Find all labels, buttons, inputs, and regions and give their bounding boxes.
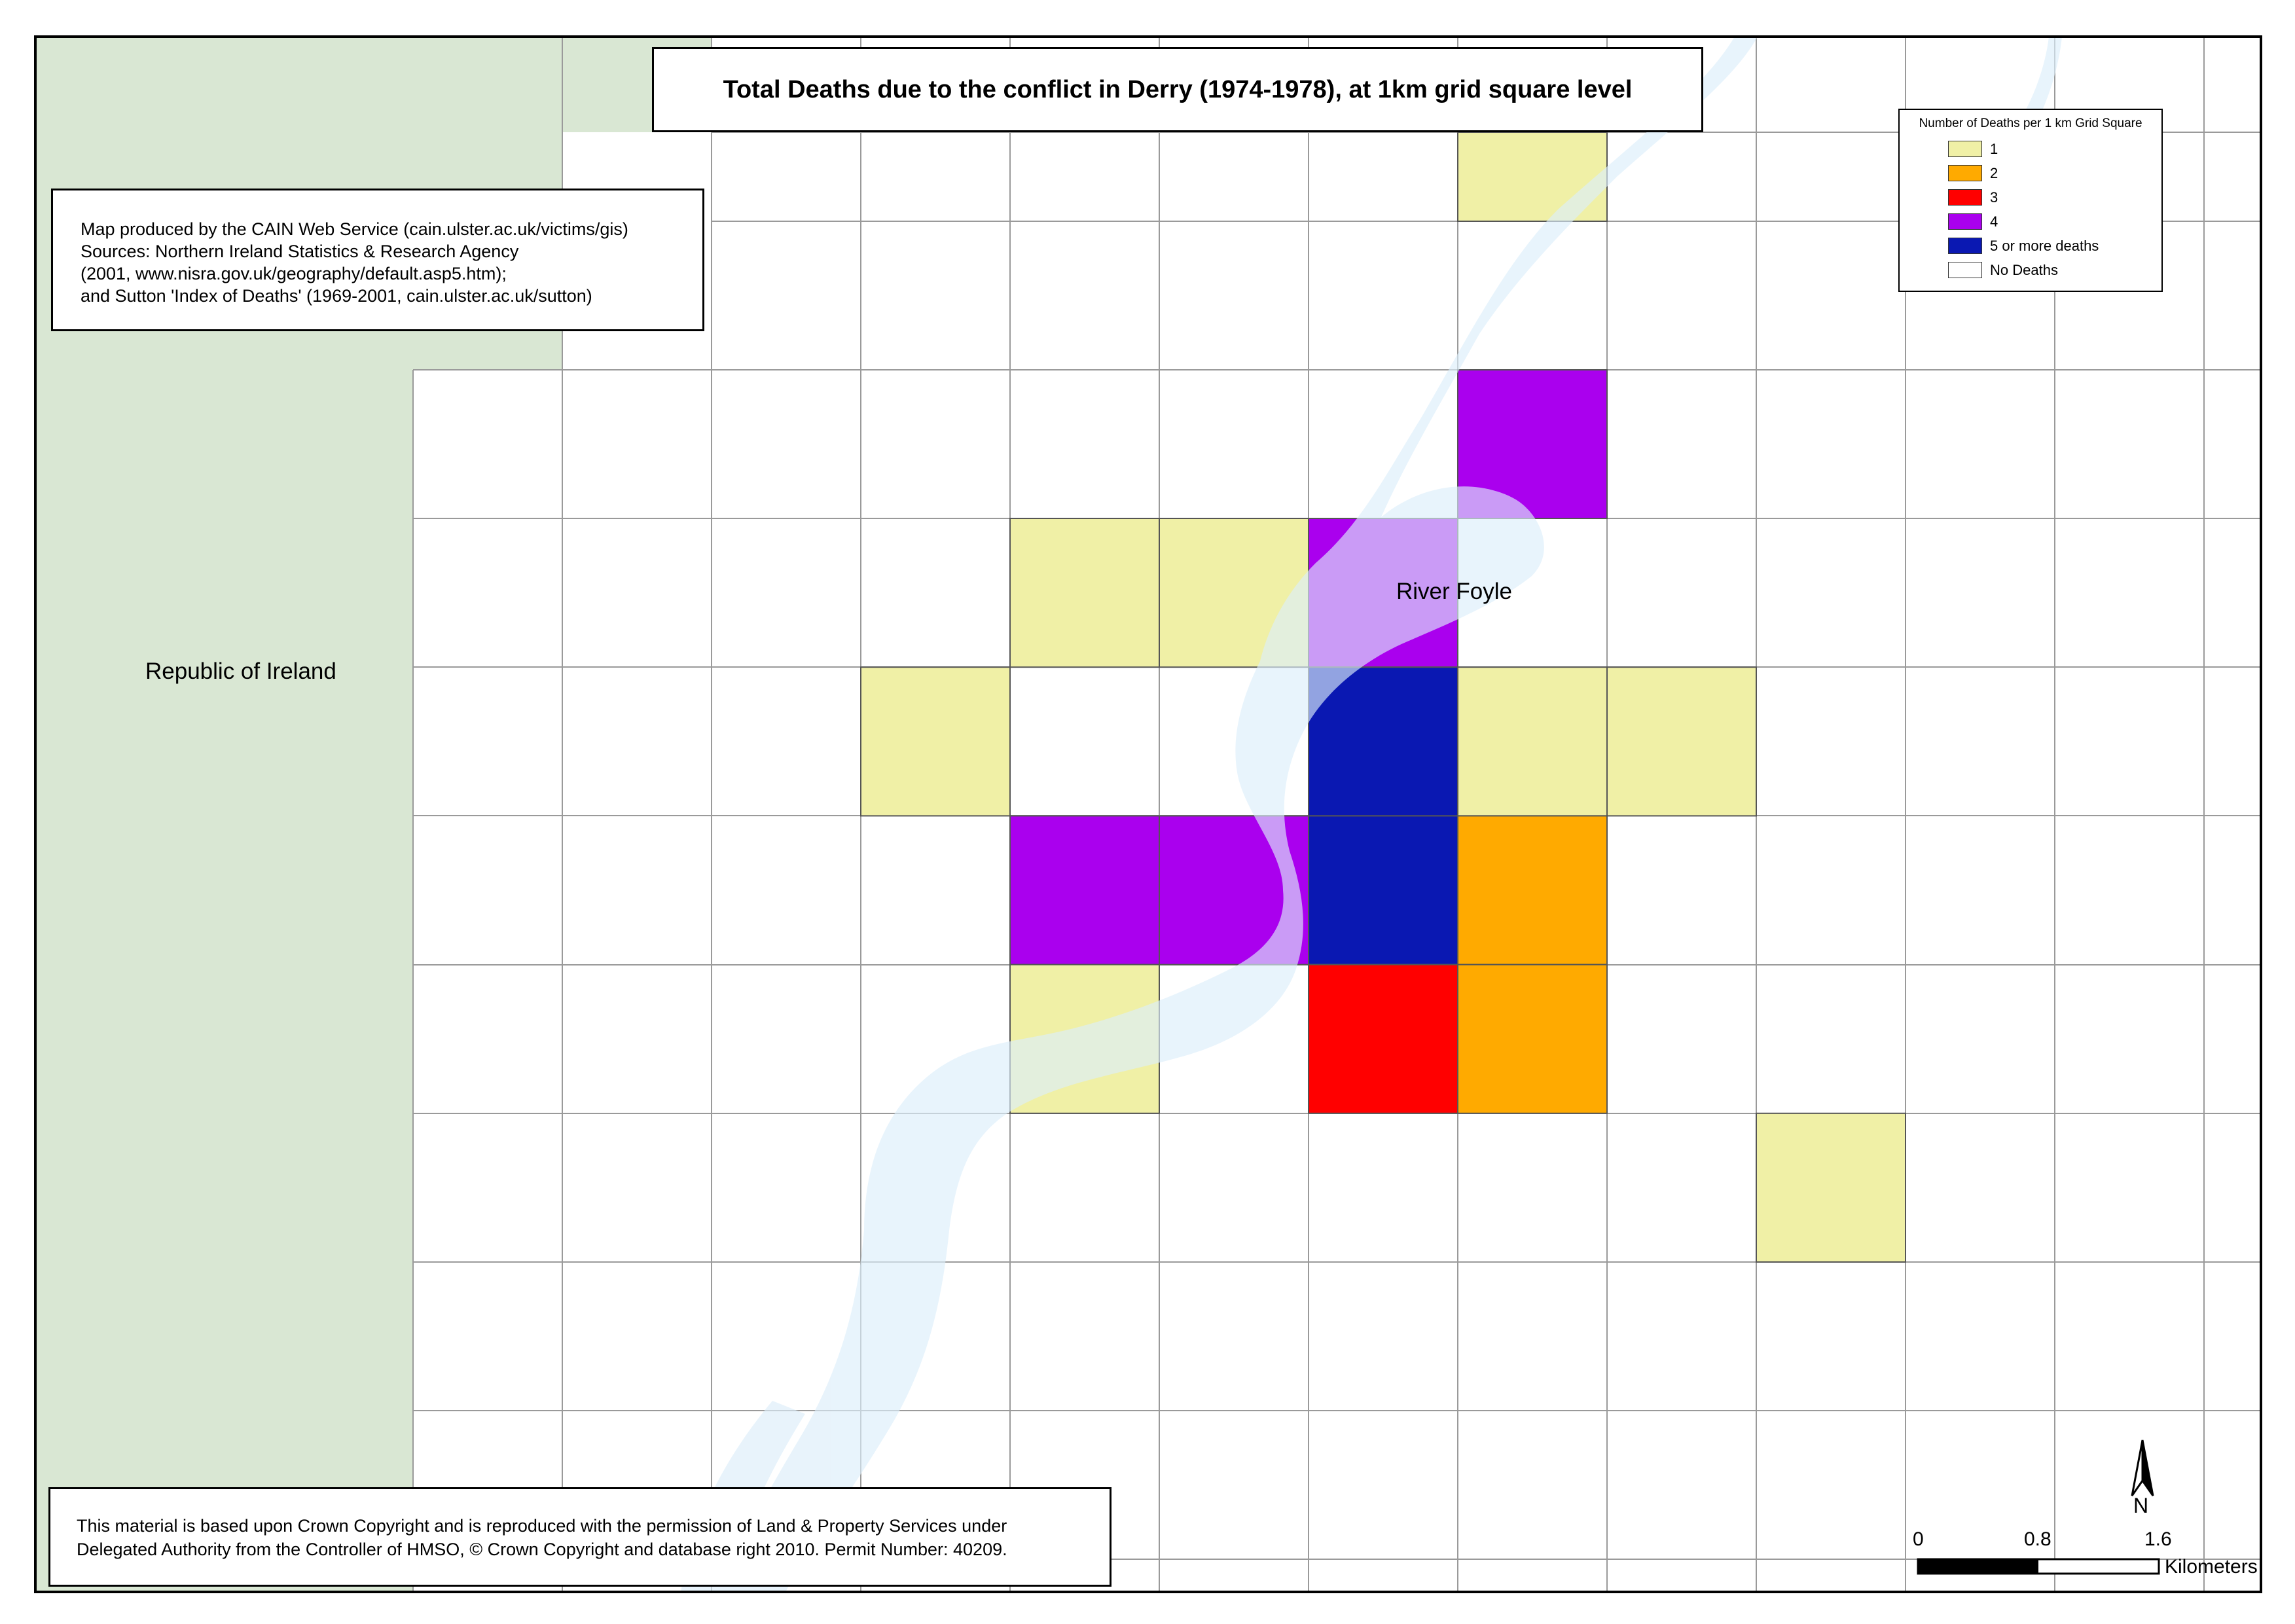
map-title-box: Total Deaths due to the conflict in Derr… xyxy=(652,47,1703,132)
legend-label: 2 xyxy=(1990,164,1998,181)
death-cell xyxy=(1308,964,1458,1114)
legend-swatch xyxy=(1948,165,1982,181)
scale-unit-label: Kilometers xyxy=(2165,1556,2258,1578)
death-cell xyxy=(1457,815,1608,965)
map-title: Total Deaths due to the conflict in Derr… xyxy=(723,75,1633,103)
source-line: Map produced by the CAIN Web Service (ca… xyxy=(81,219,628,239)
republic-of-ireland-label: Republic of Ireland xyxy=(145,659,336,684)
river-foyle-label: River Foyle xyxy=(1396,579,1512,604)
death-cell xyxy=(1308,666,1458,817)
source-line: (2001, www.nisra.gov.uk/geography/defaul… xyxy=(81,264,507,283)
legend-swatch xyxy=(1948,141,1982,157)
legend-swatch xyxy=(1948,262,1982,278)
copyright-line: Delegated Authority from the Controller … xyxy=(77,1540,1007,1559)
copyright-notice-box: This material is based upon Crown Copyri… xyxy=(48,1487,1111,1587)
death-cell xyxy=(1756,1112,1906,1263)
death-cell xyxy=(860,666,1011,817)
legend-item: 2 xyxy=(1900,161,2161,185)
legend-label: 4 xyxy=(1990,213,1998,230)
north-label: N xyxy=(2133,1494,2149,1517)
death-cell xyxy=(1009,518,1160,668)
death-cell xyxy=(1009,815,1160,965)
legend-label: 5 or more deaths xyxy=(1990,237,2099,254)
source-line: Sources: Northern Ireland Statistics & R… xyxy=(81,242,519,261)
scale-tick-label: 0.8 xyxy=(2024,1528,2051,1550)
republic-of-ireland-area xyxy=(35,37,712,1592)
death-cell xyxy=(1457,964,1608,1114)
legend-item: No Deaths xyxy=(1900,258,2161,282)
legend-item: 1 xyxy=(1900,137,2161,161)
legend-swatch xyxy=(1948,213,1982,230)
legend-swatch xyxy=(1948,238,1982,254)
legend-item: 5 or more deaths xyxy=(1900,234,2161,258)
scale-tick-label: 0 xyxy=(1913,1528,1924,1550)
death-cell xyxy=(1457,666,1608,817)
legend-label: 3 xyxy=(1990,189,1998,206)
copyright-line: This material is based upon Crown Copyri… xyxy=(77,1516,1007,1536)
legend-label: No Deaths xyxy=(1990,261,2058,278)
scale-bar xyxy=(1917,1558,2160,1575)
death-cell xyxy=(1606,666,1757,817)
legend-swatch xyxy=(1948,189,1982,206)
legend-title: Number of Deaths per 1 km Grid Square xyxy=(1919,117,2142,130)
scale-tick-label: 1.6 xyxy=(2144,1528,2172,1550)
source-line: and Sutton 'Index of Deaths' (1969-2001,… xyxy=(81,286,592,306)
source-attribution-box: Map produced by the CAIN Web Service (ca… xyxy=(51,189,704,331)
north-arrow-icon xyxy=(2131,1439,2154,1496)
legend: Number of Deaths per 1 km Grid Square 1 … xyxy=(1898,109,2163,292)
legend-item: 4 xyxy=(1900,209,2161,234)
death-cell xyxy=(1308,815,1458,965)
legend-label: 1 xyxy=(1990,140,1998,157)
legend-item: 3 xyxy=(1900,185,2161,209)
